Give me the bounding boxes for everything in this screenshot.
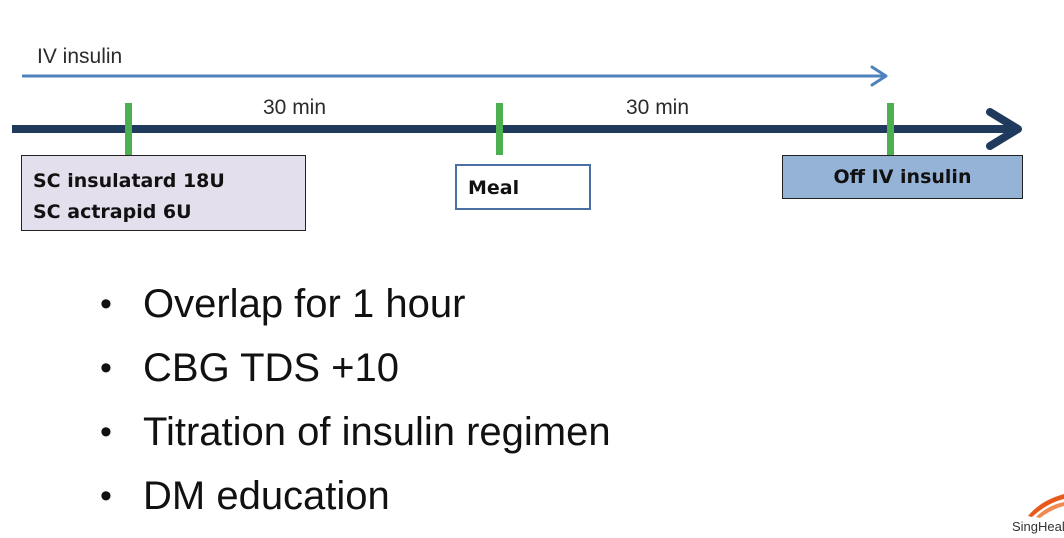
event-box-sc-insulin: SC insulatard 18U SC actrapid 6U <box>21 155 306 231</box>
singhealth-logo: SingHealth <box>1000 490 1064 538</box>
bullet-dot-icon: • <box>100 477 112 515</box>
bullet-dot-icon: • <box>100 413 112 451</box>
event-box-sc-line-2: SC actrapid 6U <box>33 201 192 223</box>
bullet-item: • Overlap for 1 hour <box>100 272 611 336</box>
iv-insulin-arrow-head <box>870 65 888 87</box>
event-box-meal: Meal <box>455 164 591 210</box>
event-box-sc-line-1: SC insulatard 18U <box>33 170 225 192</box>
interval-label-first: 30 min <box>263 96 327 119</box>
iv-insulin-label: IV insulin <box>37 45 123 68</box>
timeline-arrow-head <box>986 108 1022 150</box>
bullet-text: CBG TDS +10 <box>143 346 400 390</box>
bullet-dot-icon: • <box>100 349 112 387</box>
interval-label-second: 30 min <box>626 96 690 119</box>
bullet-item: • Titration of insulin regimen <box>100 400 611 464</box>
timeline-tick-off <box>887 103 894 155</box>
bullet-text: DM education <box>143 474 390 518</box>
bullet-text: Overlap for 1 hour <box>143 282 466 326</box>
bullet-item: • CBG TDS +10 <box>100 336 611 400</box>
event-box-meal-label: Meal <box>468 177 520 199</box>
bullet-dot-icon: • <box>100 285 112 323</box>
bullet-list: • Overlap for 1 hour • CBG TDS +10 • Titrat… <box>100 272 611 528</box>
bullet-text: Titration of insulin regimen <box>143 410 611 454</box>
timeline-tick-meal <box>496 103 503 155</box>
logo-text: SingHealth <box>1012 519 1064 534</box>
timeline-tick-start <box>125 103 132 155</box>
event-box-off-iv-label: Off IV insulin <box>833 166 972 188</box>
logo-swoosh-icon <box>1028 494 1064 518</box>
bullet-item: • DM education <box>100 464 611 528</box>
event-box-off-iv: Off IV insulin <box>782 155 1023 199</box>
